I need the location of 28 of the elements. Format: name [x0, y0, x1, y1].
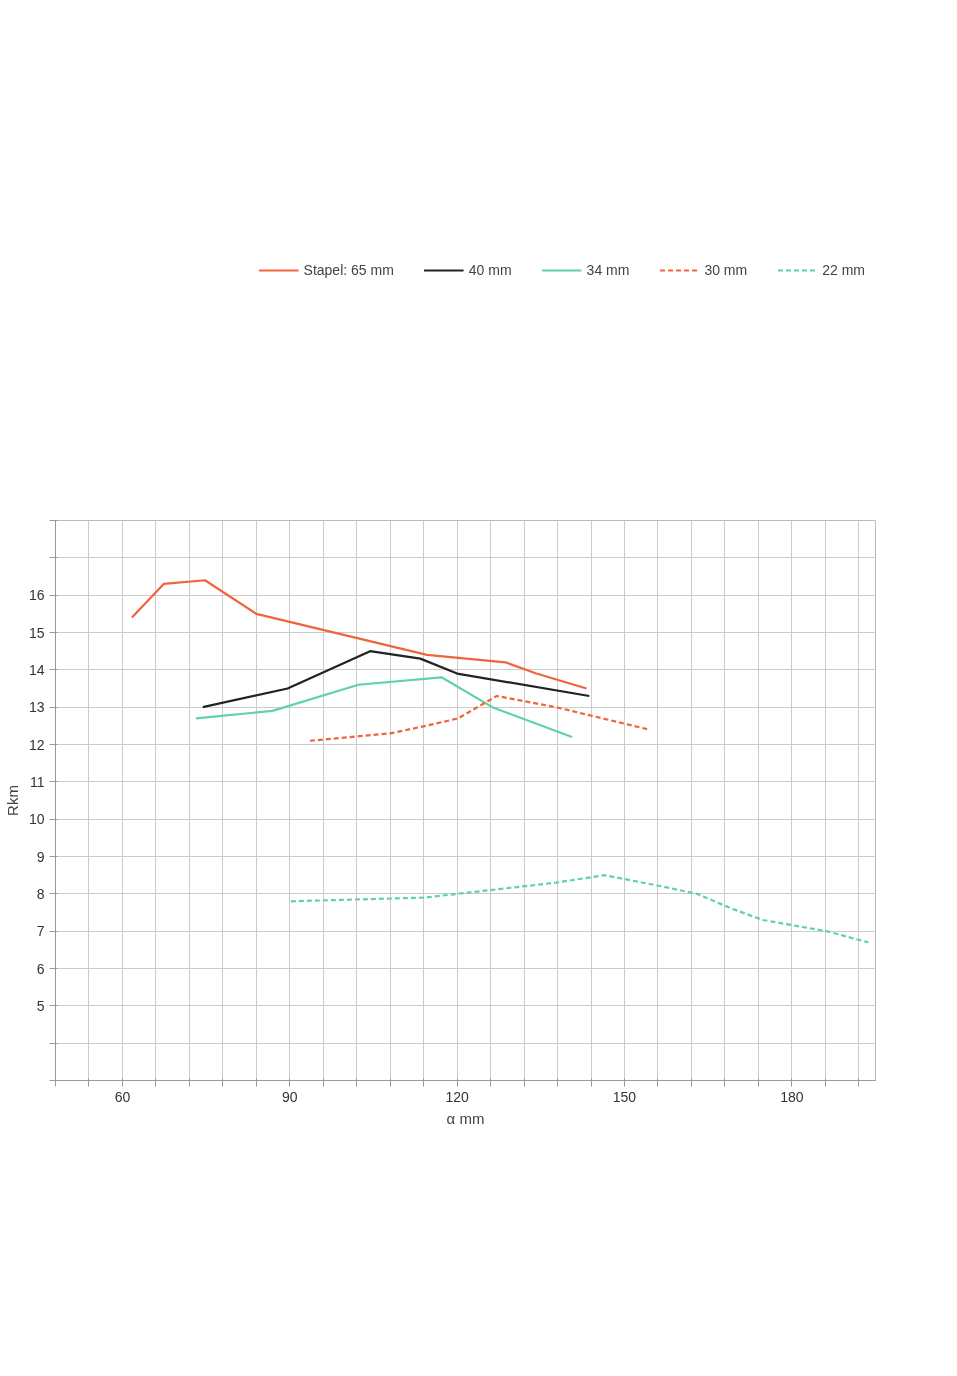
x-tick-label: 90 [282, 1088, 298, 1105]
legend-label: 22 mm [822, 262, 865, 278]
x-tick-label: 150 [612, 1088, 637, 1105]
legend-label: Stapel: 65 mm [303, 262, 394, 278]
y-tick-label: 16 [28, 587, 45, 604]
y-tick-label: 5 [36, 997, 45, 1014]
y-tick-label: 14 [28, 661, 45, 678]
x-tick-label: 120 [445, 1088, 470, 1105]
legend-label: 30 mm [704, 262, 748, 278]
y-tick-label: 13 [28, 699, 45, 716]
y-tick-label: 6 [36, 960, 45, 977]
y-tick-label: 15 [28, 624, 45, 641]
line-series [289, 874, 870, 944]
legend-label: 34 mm [586, 262, 630, 278]
y-tick-label: 8 [36, 885, 45, 902]
line-series [130, 579, 588, 690]
line-series [201, 650, 591, 709]
y-tick-label: 7 [36, 923, 45, 940]
y-axis-title: Rkm [3, 785, 21, 816]
y-tick-label: 12 [28, 736, 45, 753]
x-tick-label: 180 [780, 1088, 804, 1105]
legend-label: 40 mm [468, 262, 512, 278]
y-tick-label: 9 [36, 848, 45, 865]
y-tick-label: 10 [28, 811, 45, 828]
line-series [194, 676, 574, 739]
x-tick-label: 60 [114, 1088, 131, 1105]
x-axis-title: α mm [446, 1109, 485, 1127]
y-tick-label: 11 [29, 773, 45, 790]
